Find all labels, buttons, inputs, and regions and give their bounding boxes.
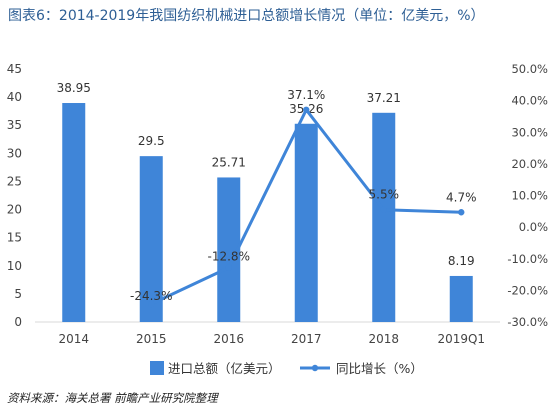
legend-line-label: 同比增长（%） xyxy=(336,361,423,376)
y-left-tick-label: 35 xyxy=(7,118,22,132)
growth-point-2018 xyxy=(380,206,387,213)
chart-title: 图表6：2014-2019年我国纺织机械进口总额增长情况（单位：亿美元，%） xyxy=(8,8,485,24)
growth-value-label: 5.5% xyxy=(369,188,400,202)
growth-value-label: -24.3% xyxy=(130,289,172,303)
x-tick-label: 2019Q1 xyxy=(437,332,485,346)
bar-value-label: 29.5 xyxy=(138,134,165,148)
y-right-tick-label: 30.0% xyxy=(511,125,548,139)
y-left-tick-label: 45 xyxy=(7,62,22,76)
growth-point-2017 xyxy=(303,106,310,113)
legend-bar-swatch xyxy=(150,361,164,375)
y-right-tick-label: 10.0% xyxy=(511,189,548,203)
growth-point-2016 xyxy=(225,264,232,271)
x-tick-label: 2017 xyxy=(291,332,322,346)
y-right-tick-label: -30.0% xyxy=(507,315,548,329)
y-right-tick-label: 40.0% xyxy=(511,94,548,108)
source-note: 资料来源：海关总署 前瞻产业研究院整理 xyxy=(7,391,218,405)
y-left-tick-label: 5 xyxy=(14,287,22,301)
y-right-tick-label: 0.0% xyxy=(519,220,548,234)
y-left-tick-label: 15 xyxy=(7,231,22,245)
bar-2017 xyxy=(294,123,318,323)
legend-line-marker xyxy=(311,364,319,372)
y-left-tick-label: 40 xyxy=(7,90,22,104)
bar-2016 xyxy=(217,177,241,322)
growth-value-label: -12.8% xyxy=(208,250,250,264)
growth-point-2019Q1 xyxy=(458,209,465,216)
growth-value-label: 37.1% xyxy=(287,88,325,102)
y-right-tick-label: 50.0% xyxy=(511,62,548,76)
growth-value-label: 4.7% xyxy=(446,190,477,204)
x-tick-label: 2014 xyxy=(58,332,89,346)
bar-2018 xyxy=(372,112,396,322)
y-left-tick-label: 0 xyxy=(14,315,22,329)
bar-value-label: 25.71 xyxy=(212,155,246,169)
y-right-tick-label: -20.0% xyxy=(507,283,548,297)
x-tick-label: 2016 xyxy=(213,332,244,346)
growth-point-2015 xyxy=(148,300,155,308)
x-tick-label: 2018 xyxy=(368,332,399,346)
bar-2014 xyxy=(62,103,86,323)
x-tick-label: 2015 xyxy=(136,332,167,346)
bar-value-label: 37.21 xyxy=(367,91,401,105)
y-right-tick-label: -10.0% xyxy=(507,252,548,266)
y-left-tick-label: 25 xyxy=(7,174,22,188)
bar-2019Q1 xyxy=(449,275,473,322)
y-right-tick-label: 20.0% xyxy=(511,157,548,171)
y-left-tick-label: 20 xyxy=(7,203,22,217)
bar-value-label: 8.19 xyxy=(448,254,475,268)
bar-value-label: 38.95 xyxy=(57,81,91,95)
bar-2015 xyxy=(139,156,163,322)
y-left-tick-label: 10 xyxy=(7,259,22,273)
legend-bar-label: 进口总额（亿美元） xyxy=(168,361,281,376)
y-left-tick-label: 30 xyxy=(7,146,22,160)
